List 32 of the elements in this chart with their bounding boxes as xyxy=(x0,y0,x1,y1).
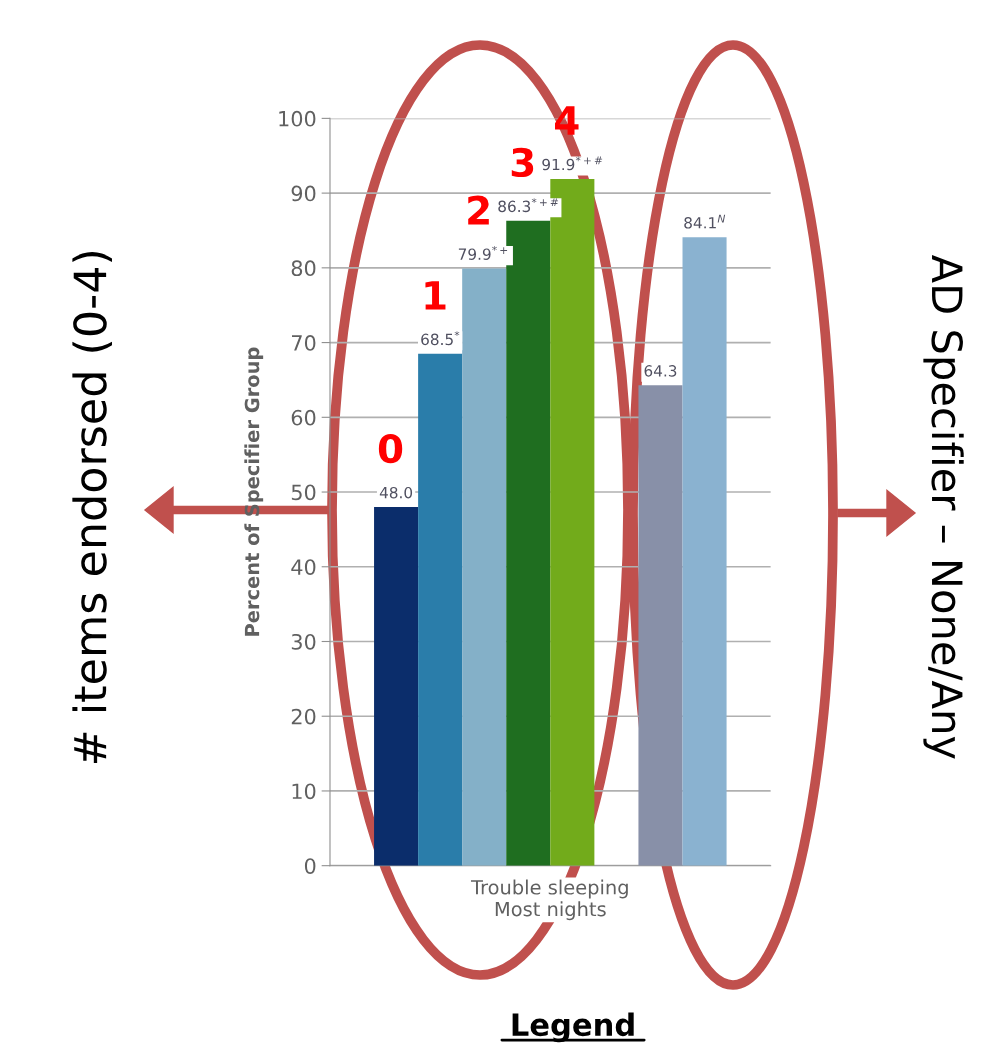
bar xyxy=(462,268,507,866)
data-label: 84.1$^{N}$ xyxy=(684,214,726,229)
text: AD Specifier – None/Any xyxy=(923,254,964,759)
y-tick-label: 20 xyxy=(291,708,316,725)
y-tick-label: 50 xyxy=(291,484,316,501)
data-label: 91.9$^{*+#}$ xyxy=(542,156,603,171)
y-tick-label: 60 xyxy=(291,409,316,426)
data-label: 79.9$^{*+}$ xyxy=(458,245,508,260)
y-tick-label: 80 xyxy=(291,260,316,277)
x-tick-label: Trouble sleeping Most nights xyxy=(470,879,628,921)
y-tick-label: 100 xyxy=(279,110,316,127)
data-label: 68.5$^{*}$ xyxy=(421,331,460,346)
y-tick-label: 30 xyxy=(291,633,316,650)
data-label: 48.0 xyxy=(379,486,413,499)
y-tick-label: 90 xyxy=(291,185,316,202)
series-label: 2 xyxy=(468,195,489,225)
bar xyxy=(506,220,551,866)
text: Legend xyxy=(512,1012,634,1043)
y-tick-label: 0 xyxy=(304,858,316,874)
data-label: 86.3$^{*+#}$ xyxy=(498,198,559,213)
y-tick-label: 70 xyxy=(292,335,316,351)
series-label: 0 xyxy=(378,433,403,464)
bar xyxy=(374,506,419,866)
series-label: 3 xyxy=(511,147,534,178)
text: # items endorsed (0-4) xyxy=(72,252,112,764)
bar xyxy=(638,385,683,866)
series-label: 1 xyxy=(425,281,446,310)
data-label: 64.3 xyxy=(644,365,677,377)
y-tick-label: 10 xyxy=(292,783,316,800)
y-tick-label: 40 xyxy=(291,559,316,575)
y-axis-title: Percent of Specifier Group xyxy=(244,347,264,636)
bar xyxy=(682,237,727,866)
